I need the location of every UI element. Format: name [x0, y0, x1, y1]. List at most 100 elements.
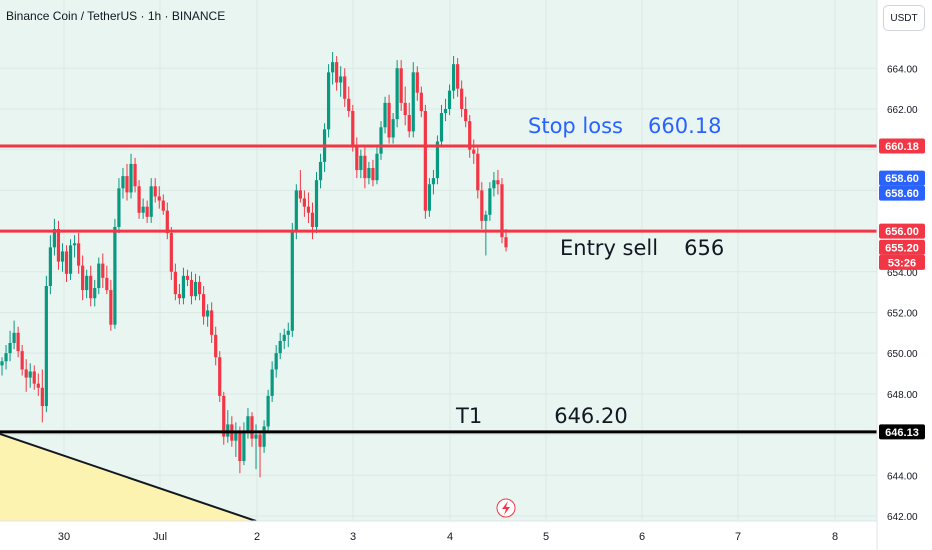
time-tick-label: 6	[639, 531, 645, 543]
price-badge-label: 658.60	[885, 188, 919, 200]
price-badge	[879, 185, 925, 201]
candle-body	[97, 263, 101, 289]
candle-body	[258, 434, 262, 447]
time-tick-label: 4	[447, 531, 453, 543]
candle-body	[20, 351, 24, 370]
candle-body	[242, 430, 246, 462]
candle-body	[460, 88, 464, 109]
candle-body	[331, 62, 335, 73]
price-badge	[879, 239, 925, 255]
candle-body	[492, 180, 496, 189]
price-badge	[879, 254, 925, 270]
horizontal-lines[interactable]	[0, 144, 877, 434]
candle-body	[431, 178, 436, 185]
candle-body	[343, 76, 347, 99]
candle-body	[326, 72, 331, 130]
candle-body	[44, 286, 48, 407]
target-annotation: T1 646.20	[456, 404, 628, 428]
price-tick-label: 664.00	[887, 64, 918, 75]
entry-value: 656	[684, 236, 725, 260]
time-axis-panel	[0, 521, 932, 550]
price-badge-label: 656.00	[885, 226, 919, 238]
candle-body	[407, 115, 411, 132]
candle-body	[443, 108, 448, 114]
candle-body	[395, 68, 399, 120]
stop-loss-label: Stop loss	[528, 114, 623, 138]
candle-body	[504, 237, 508, 248]
candle-body	[359, 155, 363, 171]
target-value: 646.20	[554, 404, 628, 428]
candle-body	[173, 271, 177, 295]
candle-body	[28, 371, 32, 378]
triangle-drawing[interactable]	[0, 433, 257, 522]
currency-button[interactable]: USDT	[883, 5, 925, 31]
candle-body	[4, 353, 8, 362]
candle-body	[238, 432, 242, 462]
price-badge-label: 660.18	[885, 141, 919, 153]
candle-body	[318, 161, 323, 181]
candle-body	[403, 102, 407, 116]
candle-body	[250, 416, 254, 439]
lightning-bolt-icon	[502, 501, 510, 515]
candle-body	[161, 200, 165, 211]
candle-body	[93, 288, 97, 299]
candle-body	[387, 102, 391, 138]
candle-body	[141, 206, 145, 213]
candle-body	[302, 198, 306, 207]
candle-body	[145, 206, 149, 217]
candle-body	[351, 110, 355, 146]
candle-body	[52, 229, 57, 248]
price-badge-label: 53:26	[888, 257, 916, 269]
candle-body	[137, 186, 141, 213]
triangle-edge	[0, 433, 257, 522]
candle-body	[488, 188, 492, 215]
candle-body	[480, 190, 484, 221]
candle-body	[451, 64, 456, 91]
candle-body	[181, 275, 186, 299]
candle-body	[189, 279, 194, 297]
candle-body	[40, 387, 44, 407]
price-tick-label: 652.00	[887, 308, 918, 319]
candle-body	[77, 243, 81, 266]
candle-body	[105, 277, 109, 291]
candle-body	[56, 229, 61, 262]
candles	[0, 51, 508, 478]
time-tick-label: 7	[735, 531, 741, 543]
price-tick-label: 662.00	[887, 105, 918, 116]
candle-body	[32, 371, 36, 384]
candle-body	[379, 127, 383, 154]
candle-body	[81, 265, 85, 291]
candle-body	[72, 243, 77, 246]
candle-body	[169, 233, 173, 272]
candle-body	[149, 186, 153, 217]
candle-body	[121, 176, 125, 189]
price-badge	[879, 138, 925, 154]
entry-label: Entry sell	[560, 236, 659, 260]
candle-body	[214, 334, 218, 358]
candle-body	[298, 190, 302, 199]
candle-body	[419, 92, 423, 111]
plot-background	[0, 0, 877, 521]
time-tick-label: Jul	[153, 531, 167, 543]
candle-body	[423, 110, 427, 211]
candle-body	[262, 426, 266, 447]
candle-body	[254, 434, 258, 439]
candle-body	[68, 245, 73, 274]
candle-body	[197, 281, 202, 295]
price-badge	[879, 424, 925, 440]
candle-body	[193, 281, 198, 297]
candle-body	[177, 294, 182, 299]
candle-body	[270, 369, 274, 396]
candle-body	[8, 342, 12, 354]
candle-body	[314, 180, 319, 227]
candle-body	[153, 186, 157, 197]
candle-body	[500, 184, 504, 238]
misc	[496, 498, 516, 518]
candle-body	[210, 310, 214, 335]
price-badges: 660.18 658.60 658.60 656.00 655.20 53:26 646.1…	[879, 138, 925, 440]
price-badge-label: 646.13	[885, 427, 919, 439]
candle-body	[339, 76, 343, 83]
candle-body	[306, 206, 311, 213]
